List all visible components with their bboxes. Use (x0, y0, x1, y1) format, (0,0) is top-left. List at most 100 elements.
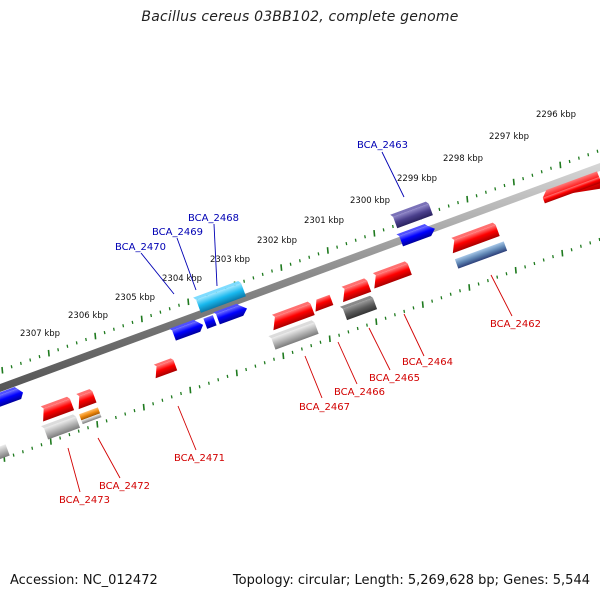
gene-BCA_2463[interactable] (390, 201, 433, 229)
minor-tick (393, 313, 396, 317)
gene-BCA_2471[interactable] (151, 358, 178, 379)
gene-BCA_2473[interactable] (38, 396, 75, 422)
major-tick (559, 161, 562, 169)
minor-tick (496, 275, 499, 279)
minor-tick (366, 323, 368, 327)
minor-tick (40, 443, 43, 447)
minor-tick (449, 292, 452, 296)
gene-rev-gray-left[interactable] (0, 444, 10, 461)
gene-BCA_2472[interactable] (74, 388, 97, 410)
label-BCA_2467[interactable]: BCA_2467 (299, 402, 350, 413)
minor-tick (243, 279, 246, 283)
minor-tick (29, 358, 32, 362)
kbp-label-2297: 2297 kbp (489, 132, 529, 142)
minor-tick (459, 289, 461, 293)
minor-tick (114, 415, 117, 420)
minor-tick (271, 269, 273, 273)
kbp-scale: 2296 kbp 2297 kbp 2298 kbp 2299 kbp 2300… (20, 110, 576, 339)
gene-fwd-blue-small[interactable] (203, 315, 217, 329)
minor-tick (577, 156, 580, 160)
reverse-strand-genes (0, 171, 600, 461)
major-tick (375, 318, 378, 325)
label-BCA_2468[interactable]: BCA_2468 (188, 213, 239, 224)
label-BCA_2469[interactable]: BCA_2469 (152, 227, 203, 238)
leader-BCA_2463 (381, 151, 405, 198)
leader-BCA_2471 (177, 405, 197, 451)
gene-BCA_2464[interactable] (369, 261, 412, 289)
gene-fwd-blue-2300[interactable] (396, 221, 436, 247)
gene-BCA_2469[interactable] (213, 301, 249, 325)
minor-tick (384, 316, 387, 320)
minor-tick (540, 170, 543, 174)
label-BCA_2472[interactable]: BCA_2472 (99, 481, 150, 492)
gene-BCA_2473-b[interactable] (41, 414, 81, 441)
minor-tick (131, 320, 134, 325)
minor-tick (198, 385, 201, 389)
gene-BCA_2462-b[interactable] (454, 241, 508, 269)
minor-tick (68, 432, 71, 437)
major-tick (514, 266, 517, 274)
gene-BCA_2467[interactable] (268, 301, 315, 331)
minor-tick (412, 306, 415, 310)
leader-BCA_2464 (403, 313, 425, 357)
minor-tick (356, 326, 359, 331)
minor-tick (533, 261, 536, 266)
gene-BCA_2472-b[interactable] (79, 407, 102, 425)
gene-BCA_2466[interactable] (339, 295, 378, 321)
label-BCA_2464[interactable]: BCA_2464 (402, 357, 453, 368)
minor-tick (524, 265, 527, 269)
label-BCA_2470[interactable]: BCA_2470 (115, 242, 166, 253)
major-tick (1, 366, 4, 374)
major-tick (512, 178, 515, 186)
minor-tick (477, 282, 480, 286)
minor-tick (161, 398, 164, 402)
leader-lines (67, 151, 513, 493)
topology-text: Topology: circular; Length: 5,269,628 bp… (232, 573, 590, 588)
major-tick (421, 301, 424, 308)
major-tick (373, 230, 376, 237)
minor-tick (447, 204, 450, 208)
minor-tick (542, 258, 545, 262)
map-title: Bacillus cereus 03BB102, complete genome (141, 9, 459, 25)
minor-tick (552, 254, 554, 259)
minor-tick (486, 278, 489, 283)
minor-tick (570, 248, 573, 252)
gene-rev-red-right[interactable] (541, 171, 600, 209)
label-BCA_2465[interactable]: BCA_2465 (369, 373, 420, 384)
label-BCA_2463[interactable]: BCA_2463 (357, 140, 408, 151)
gene-fwd-blue-left[interactable] (0, 385, 25, 410)
minor-tick (457, 200, 459, 205)
gene-BCA_2462[interactable] (448, 222, 500, 254)
minor-tick (273, 357, 275, 361)
minor-tick (159, 310, 162, 314)
gene-BCA_2468[interactable] (193, 280, 246, 313)
gene-BCA_2465[interactable] (338, 278, 372, 303)
minor-tick (522, 176, 525, 181)
gene-BCA_2467-b[interactable] (268, 320, 319, 351)
minor-tick (354, 238, 357, 242)
gene-rev-red-2301[interactable] (312, 294, 334, 312)
label-BCA_2466[interactable]: BCA_2466 (334, 387, 385, 398)
kbp-label-2300: 2300 kbp (350, 196, 390, 206)
label-BCA_2462[interactable]: BCA_2462 (490, 319, 541, 330)
minor-tick (133, 408, 136, 413)
minor-tick (38, 354, 41, 359)
minor-tick (12, 453, 15, 457)
minor-tick (300, 347, 303, 351)
leader-BCA_2473 (67, 447, 81, 493)
minor-tick (382, 228, 385, 232)
leader-BCA_2470 (140, 252, 175, 295)
label-BCA_2473[interactable]: BCA_2473 (59, 495, 110, 506)
major-tick (94, 332, 97, 340)
kbp-label-2301: 2301 kbp (304, 216, 344, 226)
minor-tick (19, 361, 22, 366)
gene-BCA_2470[interactable] (169, 317, 205, 341)
minor-tick (21, 450, 24, 454)
minor-tick (245, 367, 248, 372)
minor-tick (31, 446, 34, 450)
leader-BCA_2462 (490, 274, 513, 317)
minor-tick (87, 426, 89, 430)
label-BCA_2471[interactable]: BCA_2471 (174, 453, 225, 464)
minor-tick (308, 255, 311, 259)
minor-tick (503, 183, 506, 188)
